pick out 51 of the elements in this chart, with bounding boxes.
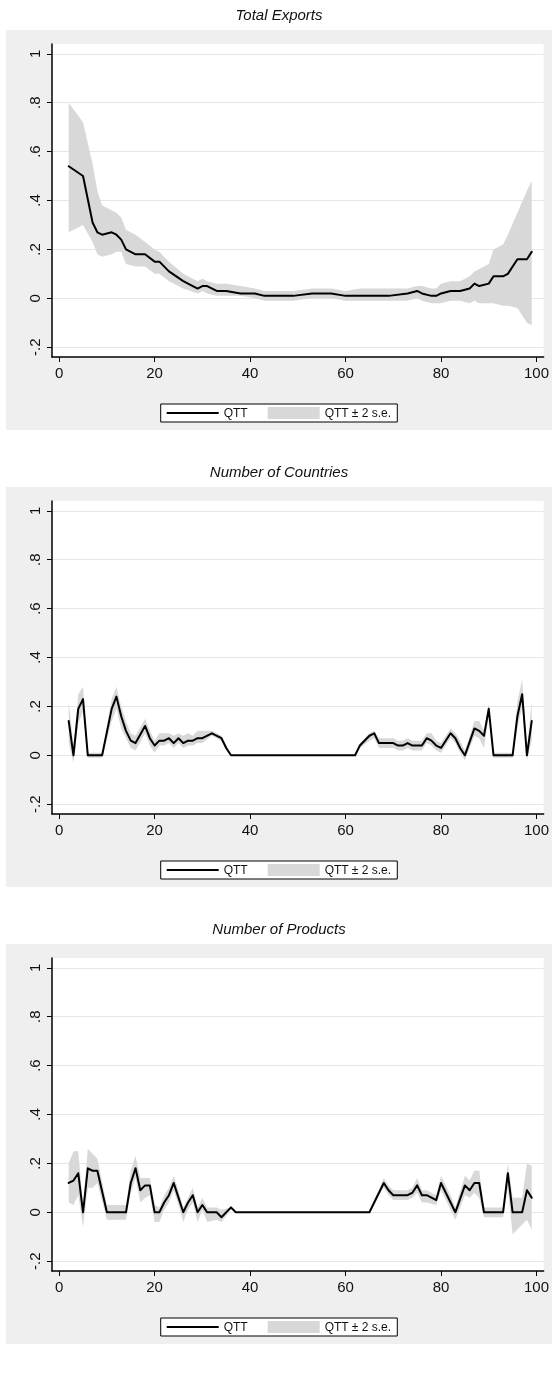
y-tick-label: .8 xyxy=(26,1010,43,1023)
y-tick-label: .6 xyxy=(26,145,43,158)
x-tick-label: 100 xyxy=(523,1278,549,1295)
chart-title: Total Exports xyxy=(234,5,324,25)
x-tick-label: 20 xyxy=(146,821,163,838)
line-series xyxy=(67,693,533,757)
x-tick-label: 100 xyxy=(523,364,549,381)
line-series xyxy=(67,165,533,297)
y-tick-label: 1 xyxy=(26,506,43,515)
line-series xyxy=(67,1167,533,1219)
y-tick-label: -.2 xyxy=(26,1252,43,1270)
legend-label: QTT xyxy=(223,406,249,420)
y-tick-label: .8 xyxy=(26,96,43,109)
y-tick-label: .6 xyxy=(26,1059,43,1072)
x-tick-label: 0 xyxy=(54,1278,64,1295)
x-tick-label: 80 xyxy=(432,364,450,381)
y-tick-label: -.2 xyxy=(26,795,43,813)
y-tick-label: .4 xyxy=(26,651,43,664)
x-tick-label: 100 xyxy=(523,821,549,838)
y-tick-label: .4 xyxy=(26,1108,43,1121)
chart-title: Number of Products xyxy=(211,919,347,939)
x-tick-label: 40 xyxy=(241,821,259,838)
y-tick-label: .2 xyxy=(26,1157,43,1170)
x-tick-label: 60 xyxy=(337,1278,354,1295)
x-tick-label: 80 xyxy=(432,821,450,838)
x-tick-label: 80 xyxy=(432,1278,450,1295)
text: QTT ± 2 s.e. xyxy=(324,1320,392,1334)
y-tick-label: 0 xyxy=(26,751,43,760)
y-tick-label: .4 xyxy=(26,194,43,207)
x-tick-label: 20 xyxy=(146,1278,163,1295)
legend-label: QTT xyxy=(223,863,249,877)
legend-label: QTT xyxy=(223,1320,249,1334)
y-tick-label: .6 xyxy=(26,602,43,615)
y-tick-label: -.2 xyxy=(26,338,43,356)
y-tick-label: 0 xyxy=(26,294,43,303)
text: QTT ± 2 s.e. xyxy=(324,406,392,420)
x-tick-label: 0 xyxy=(54,364,64,381)
chart-title: Number of Countries xyxy=(208,462,350,482)
y-tick-label: 1 xyxy=(26,49,43,58)
y-tick-label: .8 xyxy=(26,553,43,566)
x-tick-label: 60 xyxy=(337,821,354,838)
x-tick-label: 40 xyxy=(241,364,259,381)
text: QTT ± 2 s.e. xyxy=(324,863,392,877)
y-tick-label: .2 xyxy=(26,243,43,256)
x-tick-label: 60 xyxy=(337,364,354,381)
x-tick-label: 0 xyxy=(54,821,64,838)
y-tick-label: 1 xyxy=(26,963,43,972)
y-tick-label: .2 xyxy=(26,700,43,713)
x-tick-label: 20 xyxy=(146,364,163,381)
x-tick-label: 40 xyxy=(241,1278,259,1295)
y-tick-label: 0 xyxy=(26,1208,43,1217)
